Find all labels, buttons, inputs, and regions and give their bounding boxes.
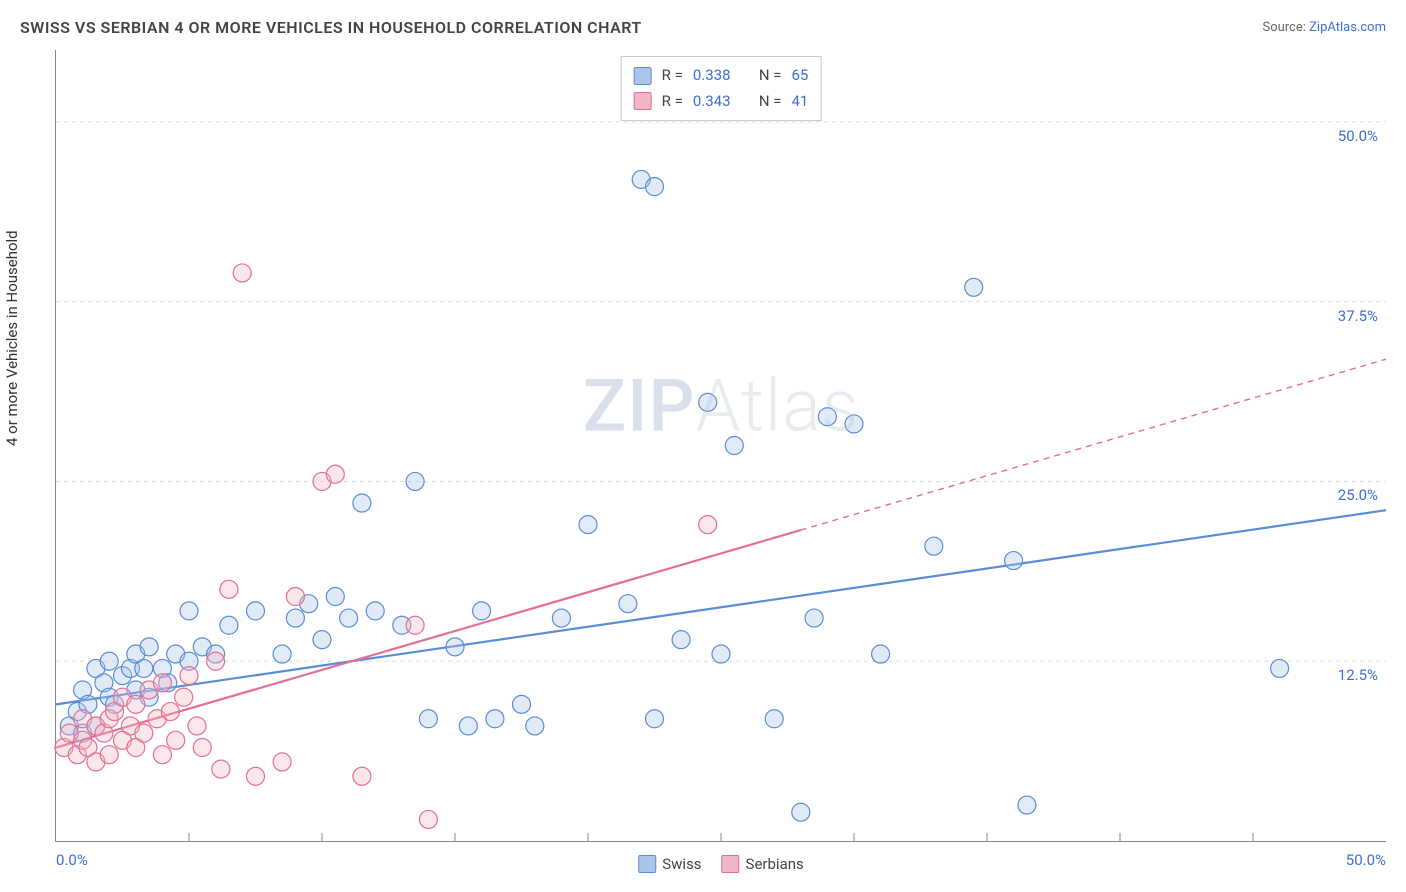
y-tick-label: 25.0% xyxy=(1338,486,1378,504)
r-value-serbians: 0.343 xyxy=(693,89,741,115)
n-value-serbians: 41 xyxy=(791,89,808,115)
stats-legend-row-swiss: R = 0.338 N = 65 xyxy=(634,63,809,89)
n-label: N = xyxy=(759,63,782,89)
legend-swatch-swiss xyxy=(634,67,652,85)
stats-legend-row-serbians: R = 0.343 N = 41 xyxy=(634,89,809,115)
y-tick-label: 12.5% xyxy=(1338,666,1378,684)
y-tick-label: 50.0% xyxy=(1338,127,1378,145)
legend-swatch-serbians xyxy=(634,92,652,110)
legend-item-serbians: Serbians xyxy=(722,855,804,873)
legend-label-serbians: Serbians xyxy=(746,855,804,873)
y-axis-label: 4 or more Vehicles in Household xyxy=(3,230,21,446)
legend-item-swiss: Swiss xyxy=(638,855,701,873)
r-value-swiss: 0.338 xyxy=(693,63,741,89)
correlation-chart: SWISS VS SERBIAN 4 OR MORE VEHICLES IN H… xyxy=(0,0,1406,892)
scatter-svg xyxy=(56,50,1386,841)
x-axis-max-label: 50.0% xyxy=(1346,851,1386,869)
x-axis-min-label: 0.0% xyxy=(56,851,88,869)
r-label: R = xyxy=(662,89,683,115)
source-link[interactable]: ZipAtlas.com xyxy=(1309,20,1386,35)
plot-area: ZIPAtlas R = 0.338 N = 65 R = 0.343 N = … xyxy=(55,50,1386,842)
legend-label-swiss: Swiss xyxy=(662,855,701,873)
legend-swatch-swiss xyxy=(638,855,656,873)
stats-legend: R = 0.338 N = 65 R = 0.343 N = 41 xyxy=(621,56,822,121)
source-attribution: Source: ZipAtlas.com xyxy=(1262,20,1386,35)
n-label: N = xyxy=(759,89,782,115)
source-label: Source: xyxy=(1262,20,1309,35)
chart-title: SWISS VS SERBIAN 4 OR MORE VEHICLES IN H… xyxy=(20,18,642,37)
series-legend: Swiss Serbians xyxy=(638,855,804,873)
n-value-swiss: 65 xyxy=(791,63,808,89)
y-tick-label: 37.5% xyxy=(1338,307,1378,325)
legend-swatch-serbians xyxy=(722,855,740,873)
r-label: R = xyxy=(662,63,683,89)
